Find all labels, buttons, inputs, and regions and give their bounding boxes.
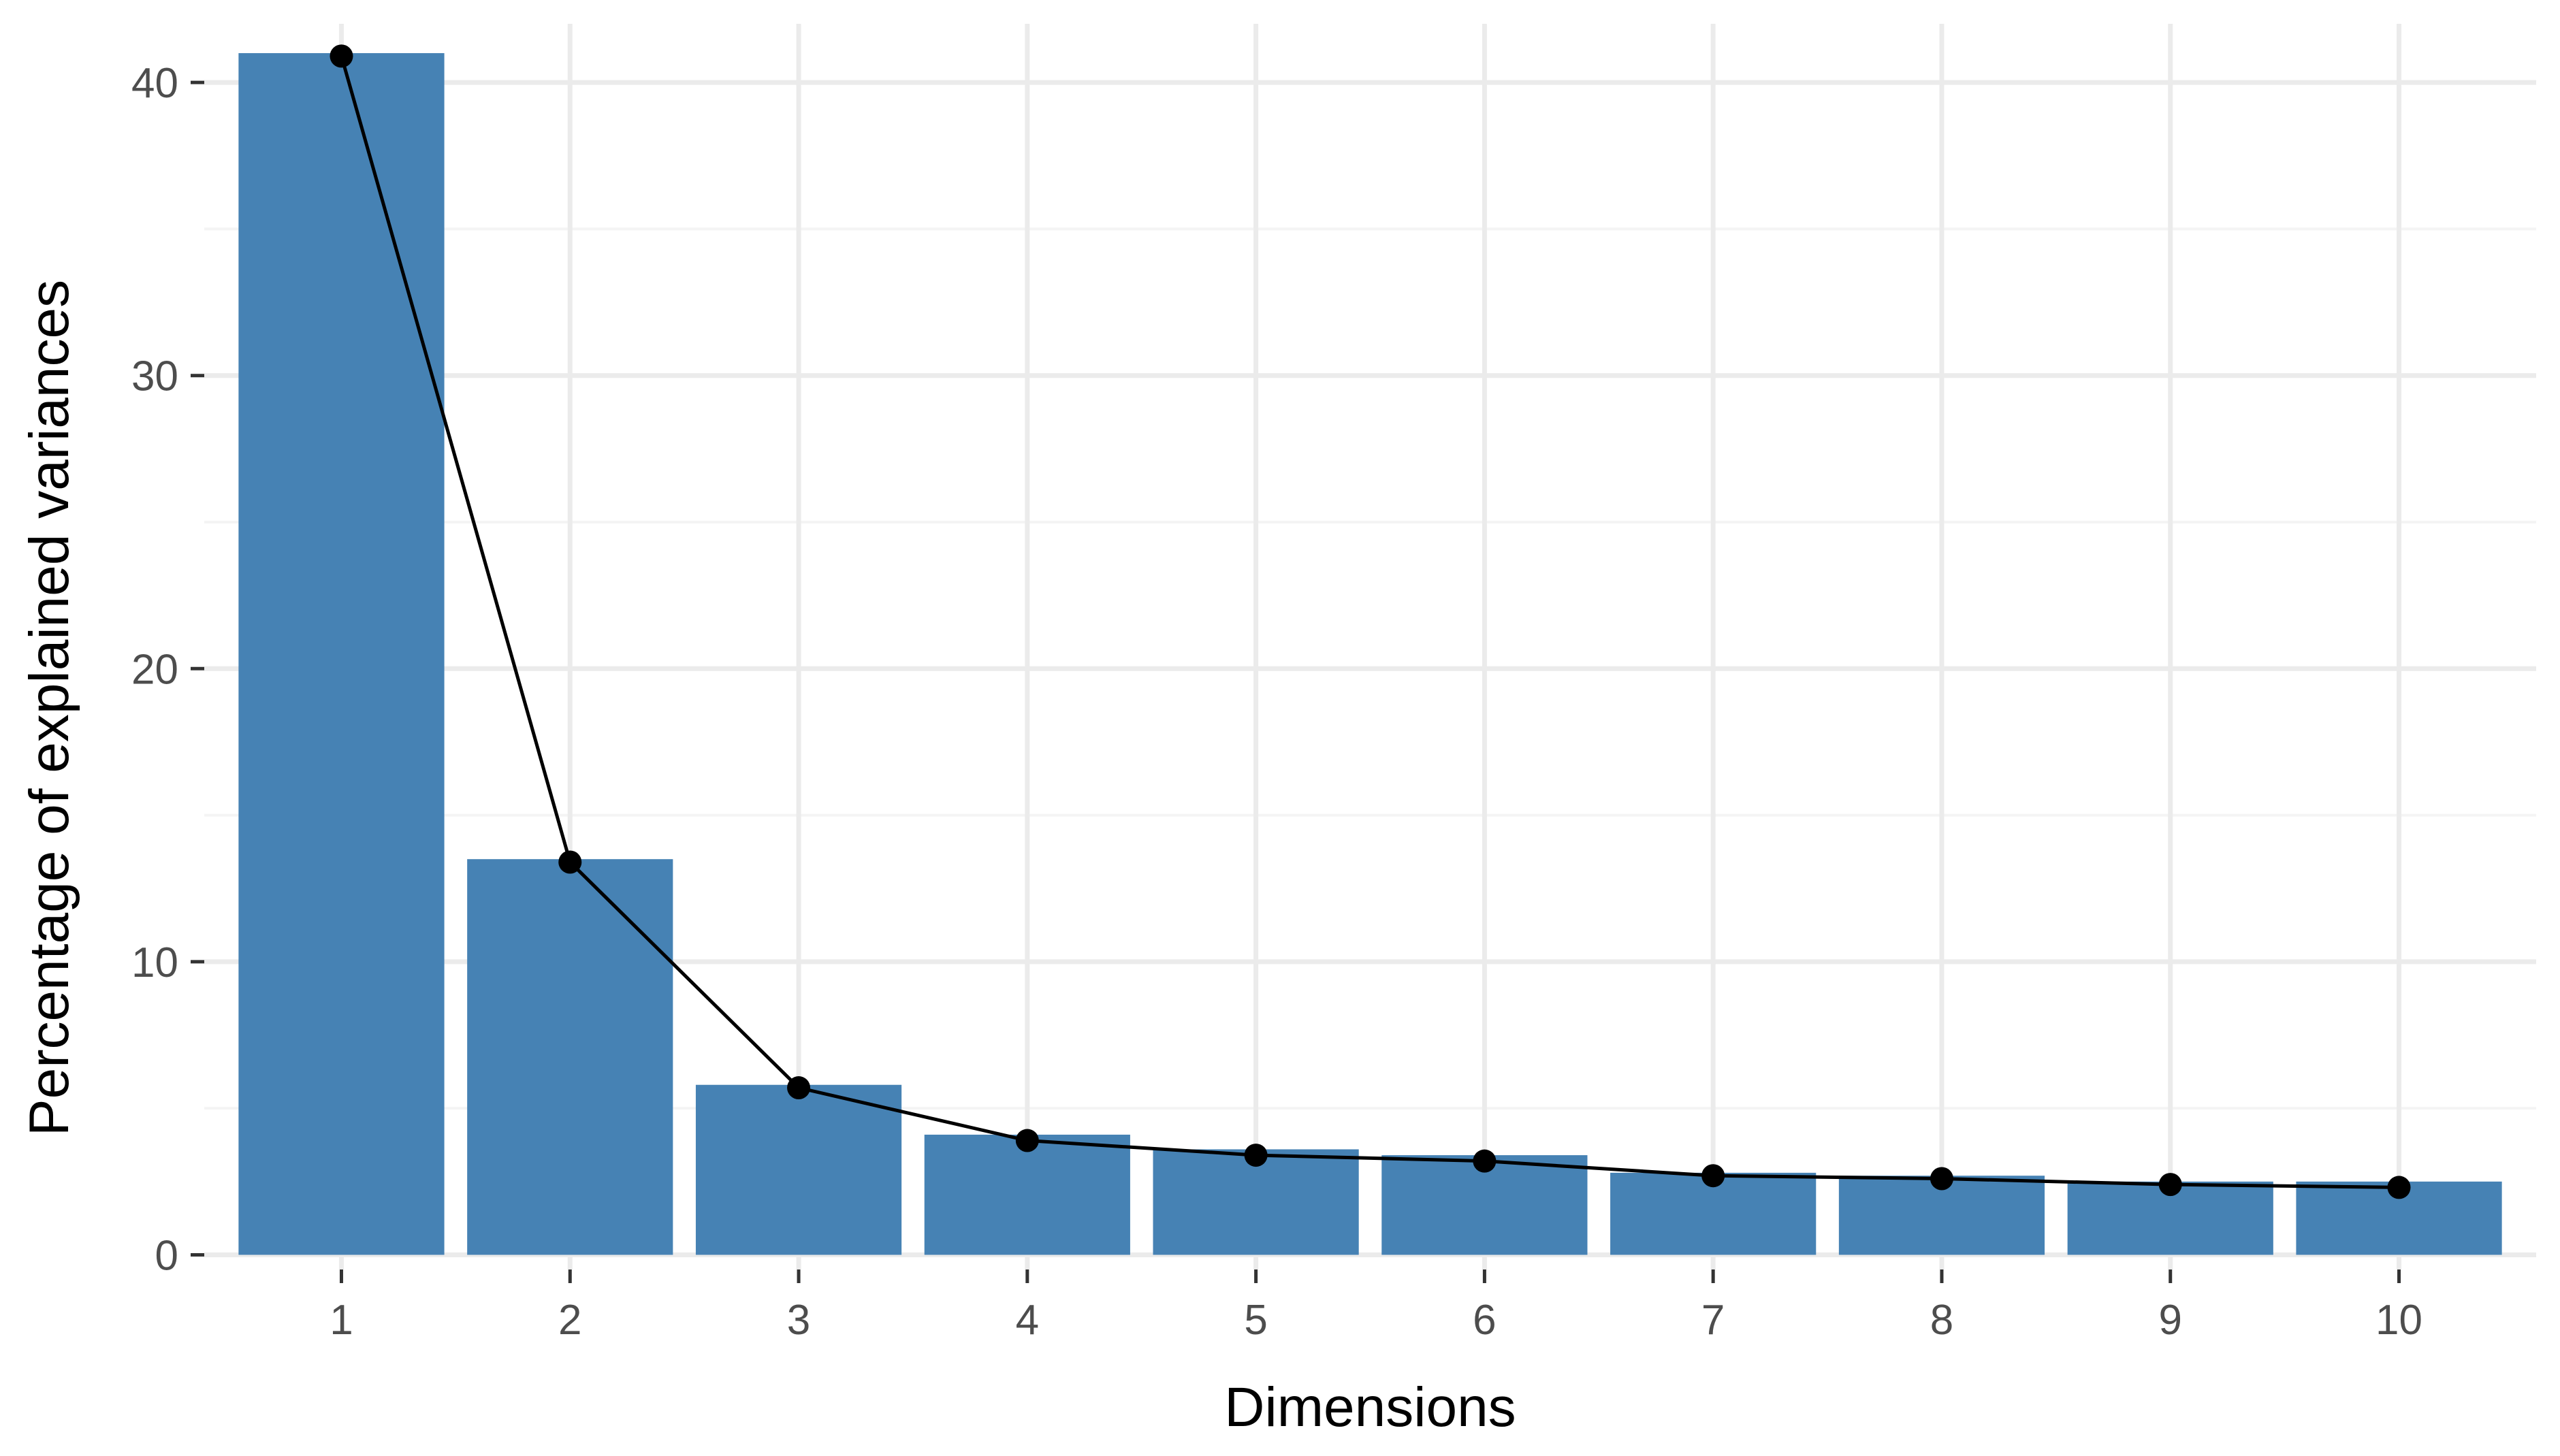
bar-dimension-2 (467, 859, 673, 1255)
y-tick-label: 10 (131, 939, 178, 986)
x-tick-label: 3 (787, 1297, 810, 1344)
x-tick-label: 1 (330, 1297, 353, 1344)
y-tick-label: 40 (131, 60, 178, 107)
x-tick-label: 7 (1701, 1297, 1725, 1344)
x-tick-label: 10 (2375, 1297, 2422, 1344)
scree-point-2 (558, 850, 582, 874)
y-tick-label: 20 (131, 646, 178, 693)
scree-point-8 (1930, 1167, 1953, 1191)
y-axis-title: Percentage of explained variances (18, 280, 80, 1136)
scree-line-series (330, 44, 2411, 1199)
bar-dimension-3 (695, 1084, 902, 1255)
scree-point-7 (1701, 1164, 1725, 1188)
scree-point-4 (1015, 1129, 1039, 1152)
x-tick-label: 2 (558, 1297, 581, 1344)
bar-dimension-5 (1153, 1149, 1359, 1255)
x-tick-label: 6 (1473, 1297, 1496, 1344)
scree-point-5 (1244, 1144, 1268, 1167)
y-tick-label: 0 (155, 1232, 178, 1279)
x-tick-label: 5 (1244, 1297, 1267, 1344)
y-tick-label: 30 (131, 353, 178, 400)
x-tick-label: 8 (1930, 1297, 1953, 1344)
bar-dimension-4 (924, 1134, 1130, 1255)
bars (238, 53, 2502, 1255)
x-tick-label: 9 (2159, 1297, 2182, 1344)
x-axis-title: Dimensions (1224, 1376, 1516, 1438)
scree-point-1 (330, 44, 353, 68)
x-tick-label: 4 (1016, 1297, 1039, 1344)
scree-point-10 (2387, 1176, 2411, 1199)
axes: 0 10 20 30 40 1 2 3 4 5 6 7 8 9 10 (131, 60, 2422, 1344)
scree-point-9 (2158, 1173, 2182, 1197)
bar-dimension-1 (238, 53, 445, 1255)
scree-point-6 (1473, 1149, 1497, 1173)
scree-line (340, 55, 2399, 1189)
scree-point-3 (787, 1076, 811, 1100)
